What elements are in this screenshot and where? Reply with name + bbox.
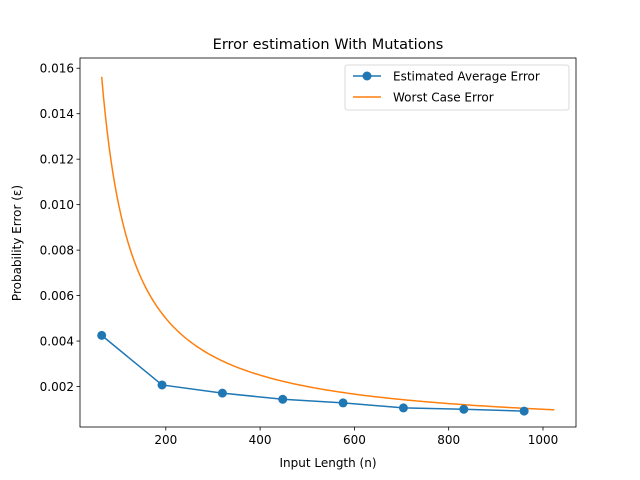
estimated-average-error-point [398,403,408,413]
y-tick-label: 0.004 [40,334,74,348]
y-tick-label: 0.016 [40,62,74,76]
chart-title: Error estimation With Mutations [213,37,444,53]
legend-entry-label: Worst Case Error [393,90,494,104]
y-axis-ticks: 0.002 0.004 0.006 0.008 0.010 0.012 0.014 0.016 [40,62,80,394]
plot-frame [79,57,577,428]
y-tick-label: 0.008 [40,243,74,257]
y-tick-label: 0.006 [40,289,74,303]
estimated-average-error-point [97,330,107,340]
estimated-average-error-point [459,404,469,414]
y-axis-label: Probability Error (ε) [10,185,24,301]
series-line-worst-case-error [100,76,555,411]
x-axis-ticks: 200 400 600 800 1000 [154,427,558,447]
legend: Estimated Average Error Worst Case Error [344,64,570,111]
x-tick-label: 1000 [528,433,559,447]
estimated-average-error-point [519,406,529,416]
y-tick-label: 0.012 [40,152,74,166]
x-tick-label: 800 [437,433,460,447]
x-tick-label: 200 [154,433,177,447]
estimated-average-error-point [217,388,227,398]
x-axis-label: Input Length (n) [279,456,376,470]
x-tick-label: 400 [249,433,272,447]
x-tick-label: 600 [343,433,366,447]
legend-frame [344,64,570,111]
estimated-average-error-point [157,380,167,390]
legend-entry-label: Estimated Average Error [393,69,540,83]
y-tick-label: 0.010 [40,198,74,212]
y-tick-label: 0.014 [40,107,74,121]
estimated-average-error-point [278,394,288,404]
series-layer [97,76,555,416]
series-line-estimated-average-error [101,334,525,412]
plot-area [79,57,577,428]
estimated-average-error-point [338,398,348,408]
y-tick-label: 0.002 [40,380,74,394]
legend-swatch-marker [362,71,372,81]
